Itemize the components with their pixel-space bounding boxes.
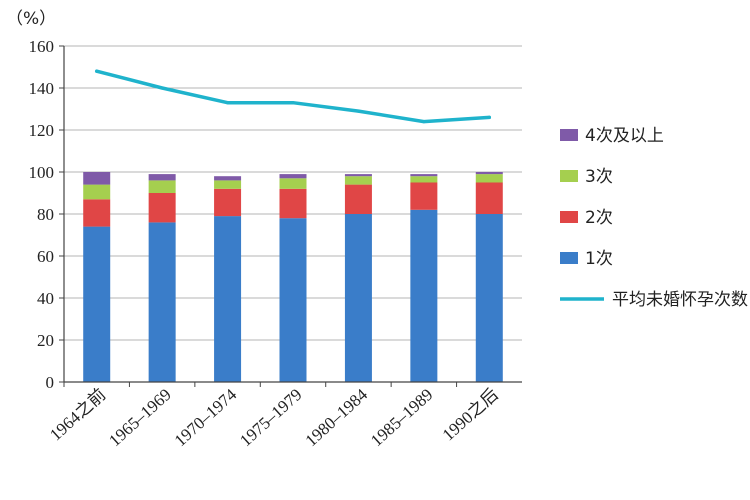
- x-category-label: 1975–1979: [236, 385, 306, 450]
- bar-segment-0-2: [214, 216, 242, 382]
- bar-segment-0-1: [148, 222, 176, 382]
- legend-label: 4次及以上: [585, 126, 664, 146]
- line-point-5: [422, 120, 426, 124]
- legend-label: 2次: [585, 208, 613, 228]
- x-axis-ticks: 1964之前1965–19691970–19741975–19791980–19…: [46, 382, 502, 450]
- line-point-3: [291, 101, 295, 105]
- bar-segment-2-3: [279, 178, 307, 189]
- legend-swatch: [560, 211, 578, 223]
- line-point-4: [356, 109, 361, 113]
- y-tick-label: 60: [37, 247, 54, 266]
- bar-segment-1-0: [83, 199, 111, 227]
- line-point-6: [487, 115, 491, 119]
- y-tick-label: 40: [37, 289, 54, 308]
- y-tick-label: 100: [29, 163, 55, 182]
- bar-segment-1-3: [279, 188, 307, 219]
- bar-segment-1-5: [410, 182, 438, 210]
- legend-swatch: [560, 170, 578, 182]
- bar-segment-0-3: [279, 218, 307, 382]
- bar-segment-3-1: [148, 174, 176, 181]
- bar-segment-3-5: [410, 174, 438, 177]
- legend-label: 平均未婚怀孕次数: [612, 290, 748, 310]
- line-average-unmarried-pregnancy: [94, 69, 492, 124]
- y-axis-ticks: 0 20 40 60 80 100 120 140 160: [29, 37, 64, 392]
- bar-segment-1-1: [148, 193, 176, 223]
- bar-segment-0-4: [344, 214, 372, 382]
- x-category-label: 1990之后: [439, 385, 502, 445]
- y-tick-label: 120: [29, 121, 55, 140]
- average-line: [94, 69, 492, 124]
- legend-label: 1次: [585, 249, 613, 269]
- x-category-label: 1965–1969: [105, 385, 175, 450]
- bar-segment-1-2: [214, 188, 242, 217]
- bar-segment-2-2: [214, 180, 242, 189]
- bar-segment-3-0: [83, 172, 111, 185]
- x-category-label: 1970–1974: [171, 385, 241, 451]
- bar-segment-3-2: [214, 176, 242, 181]
- bar-segment-1-6: [475, 182, 503, 214]
- x-category-label: 1964之前: [46, 385, 109, 445]
- bar-segment-0-0: [83, 226, 111, 382]
- y-tick-label: 160: [29, 37, 55, 56]
- y-unit-label: （%）: [6, 9, 56, 29]
- bar-segment-1-4: [344, 184, 372, 214]
- bar-segment-2-1: [148, 180, 176, 193]
- axes: [63, 46, 522, 383]
- bar-segment-2-6: [475, 174, 503, 183]
- bar-segment-3-3: [279, 174, 307, 179]
- x-category-label: 1985–1989: [367, 385, 437, 450]
- bar-segment-2-0: [83, 184, 111, 200]
- bars: [83, 172, 503, 382]
- y-tick-label: 80: [37, 205, 54, 224]
- legend-swatch: [560, 252, 578, 264]
- y-tick-label: 140: [29, 79, 55, 98]
- legend-swatch: [560, 129, 578, 141]
- bar-segment-2-4: [344, 176, 372, 185]
- line-point-0: [95, 69, 99, 73]
- bar-segment-0-6: [475, 214, 503, 382]
- line-point-2: [225, 101, 230, 105]
- bar-segment-2-5: [410, 176, 438, 183]
- y-tick-label: 0: [46, 373, 55, 392]
- bar-segment-0-5: [410, 209, 438, 382]
- legend-label: 3次: [585, 167, 613, 187]
- line-point-1: [160, 86, 164, 90]
- y-tick-label: 20: [37, 331, 54, 350]
- bar-segment-3-6: [475, 172, 503, 175]
- bar-segment-3-4: [344, 174, 372, 177]
- x-category-label: 1980–1984: [302, 385, 372, 451]
